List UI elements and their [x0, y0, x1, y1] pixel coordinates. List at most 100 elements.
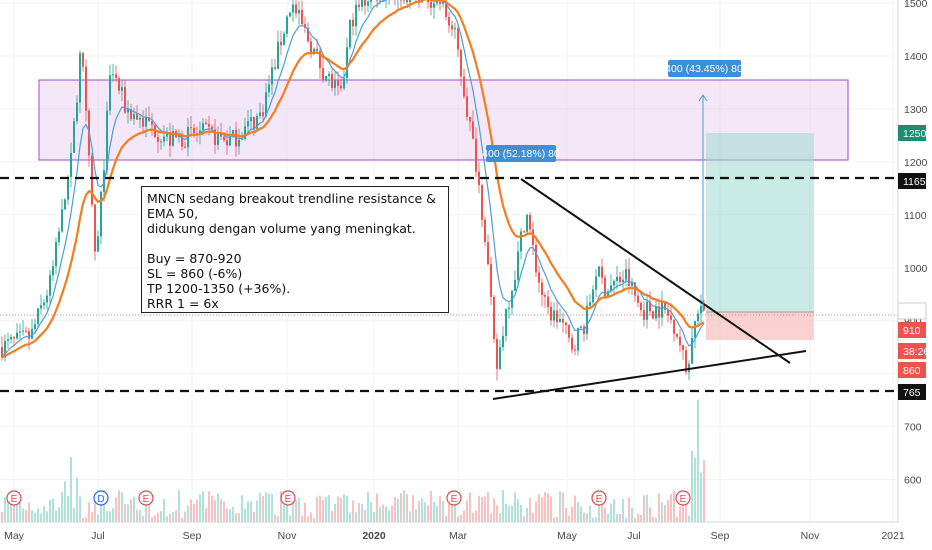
volume-bar — [655, 517, 657, 522]
volume-bar — [121, 492, 123, 522]
event-marker-2[interactable]: E — [138, 490, 154, 506]
candle-body — [100, 191, 102, 237]
volume-bar — [253, 511, 255, 522]
volume-bar — [220, 498, 222, 522]
volume-bar — [118, 490, 120, 522]
svg-text:860: 860 — [903, 365, 921, 377]
candle-body — [253, 117, 255, 129]
volume-bar — [523, 516, 525, 522]
y-axis[interactable]: 150014001300120011001000900800700600 — [904, 0, 928, 487]
volume-bar — [322, 500, 324, 522]
volume-bar — [649, 507, 651, 522]
volume-bar — [325, 496, 327, 522]
candle-body — [28, 331, 30, 339]
candle-body — [319, 50, 321, 69]
candle-body — [346, 47, 348, 79]
volume-bar — [475, 510, 477, 522]
candle-body — [37, 308, 39, 325]
volume-bar — [64, 481, 66, 522]
volume-bar — [400, 493, 402, 522]
x-axis[interactable]: May Jul Sep Nov 2020 Mar May Jul Sep Nov 2021 — [4, 530, 905, 542]
volume-bar — [286, 504, 288, 522]
volume-bar — [640, 515, 642, 522]
volume-bar — [337, 496, 339, 522]
event-marker-1[interactable]: D — [93, 490, 109, 506]
event-marker-4[interactable]: E — [446, 490, 462, 506]
volume-bar — [136, 509, 138, 522]
x-tick-1: Jul — [91, 530, 104, 542]
candle-body — [514, 279, 516, 291]
volume-bar — [73, 508, 75, 522]
volume-bar — [85, 517, 87, 522]
y-tick-5: 1000 — [904, 263, 928, 275]
volume-bar — [547, 492, 549, 522]
candle-body — [106, 110, 108, 171]
volume-bar — [619, 513, 621, 522]
event-marker-3[interactable]: E — [280, 490, 296, 506]
svg-text:915: 915 — [903, 306, 921, 318]
candle-body — [19, 331, 21, 333]
candle-body — [4, 340, 6, 358]
candle-body — [565, 322, 567, 326]
volume-bar — [58, 507, 60, 522]
volume-bar — [352, 500, 354, 522]
volume-bar — [274, 514, 276, 522]
candle-body — [139, 117, 141, 120]
volume-bar — [334, 504, 336, 522]
volume-bar — [205, 508, 207, 522]
volume-bar — [4, 496, 6, 522]
candle-body — [295, 4, 297, 14]
volume-bar — [688, 515, 690, 522]
volume-bar — [646, 494, 648, 522]
candle-body — [199, 130, 201, 134]
candle-body — [502, 335, 504, 348]
event-marker-5[interactable]: E — [591, 490, 607, 506]
event-marker-0[interactable]: E — [6, 490, 22, 506]
volume-bar — [424, 502, 426, 522]
candle-body — [70, 152, 72, 177]
callout-2: 400 (43.45%) 80 — [665, 60, 743, 77]
volume-bar — [394, 496, 396, 522]
price-label-3: 910 — [898, 322, 926, 338]
volume-bar — [379, 506, 381, 522]
volume-bar — [346, 495, 348, 522]
volume-bar — [97, 514, 99, 522]
volume-bar — [409, 511, 411, 522]
callout-1-text: 400 (52.18%) 80 — [482, 148, 560, 160]
volume-bar — [106, 511, 108, 522]
volume-bar — [343, 494, 345, 522]
analysis-note[interactable]: MNCN sedang breakout trendline resistanc… — [141, 186, 449, 313]
volume-bar — [691, 450, 693, 522]
x-tick-6: May — [557, 530, 578, 542]
volume-bar — [262, 495, 264, 522]
candle-body — [610, 285, 612, 292]
volume-bar — [406, 494, 408, 522]
volume-bar — [115, 497, 117, 522]
volume-bar — [55, 510, 57, 522]
volume-bar — [472, 512, 474, 522]
event-marker-6[interactable]: E — [675, 490, 691, 506]
candle-body — [181, 135, 183, 147]
svg-text:910: 910 — [903, 325, 921, 337]
volume-bar — [238, 513, 240, 522]
volume-bar — [94, 498, 96, 522]
candle-body — [604, 277, 606, 297]
candle-body — [463, 76, 465, 97]
candle-body — [664, 301, 666, 310]
candle-body — [85, 66, 87, 111]
volume-bar — [556, 517, 558, 522]
candle-body — [298, 10, 300, 14]
candle-body — [334, 80, 336, 88]
volume-bar — [355, 512, 357, 522]
volume-bar — [625, 517, 627, 522]
candle-body — [505, 309, 507, 336]
volume-bar — [211, 495, 213, 522]
volume-bar — [589, 505, 591, 522]
volume-bar — [157, 512, 159, 522]
volume-bar — [670, 494, 672, 522]
volume-bar — [208, 491, 210, 522]
candle-body — [73, 121, 75, 153]
candle-body — [529, 214, 531, 230]
volume-bar — [244, 508, 246, 522]
